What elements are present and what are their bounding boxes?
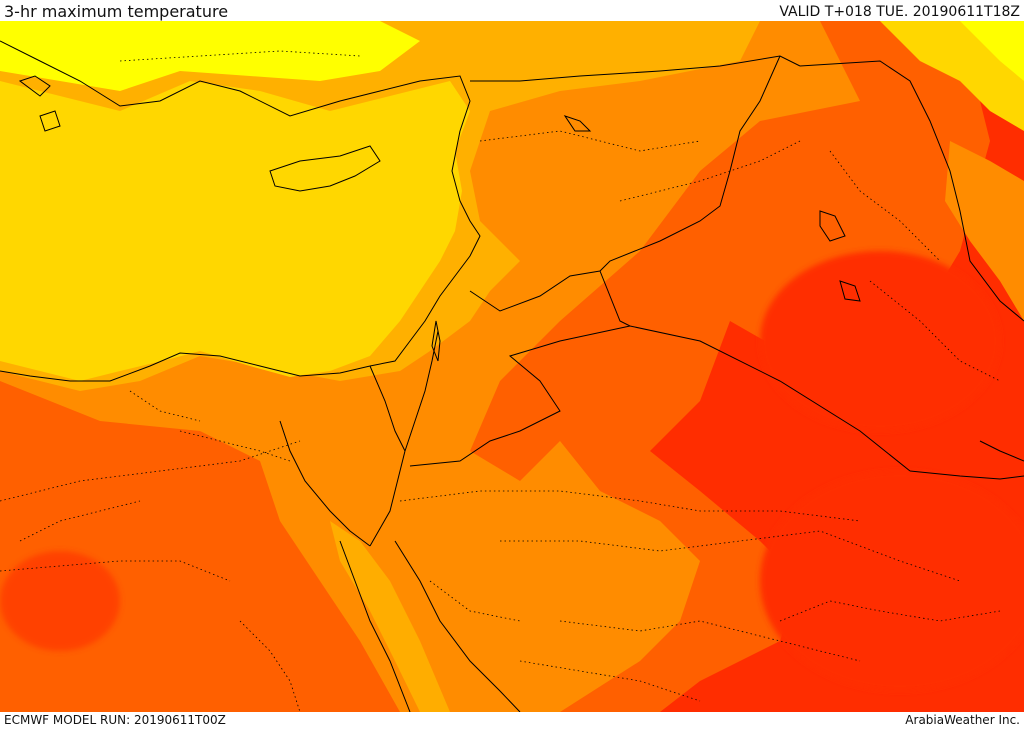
temp-band-zagros [945,141,1024,321]
temp-hotspot-iraq [760,251,1000,431]
temp-hotspot-south [760,471,1024,691]
temperature-map [0,21,1024,712]
temp-band-north-yellow [0,21,420,91]
coastlines [0,40,1024,712]
internal-boundaries [0,50,1001,712]
map-title: 3-hr maximum temperature [4,2,229,21]
map-svg [0,21,1024,712]
temp-hotspot-egypt-west [0,551,120,651]
header-bar: 3-hr maximum temperature VALID T+018 TUE… [0,0,1024,21]
footer-bar: ECMWF MODEL RUN: 20190611T00Z ArabiaWeat… [0,712,1024,729]
model-run-label: ECMWF MODEL RUN: 20190611T00Z [4,713,226,727]
valid-time-label: VALID T+018 TUE. 20190611T18Z [779,4,1020,20]
temp-band-northeast-bright [960,21,1024,81]
country-borders [369,55,1024,480]
temp-band-red-sea-strip [330,521,450,712]
credit-label: ArabiaWeather Inc. [905,713,1020,727]
temp-band-mediterranean [0,81,470,381]
